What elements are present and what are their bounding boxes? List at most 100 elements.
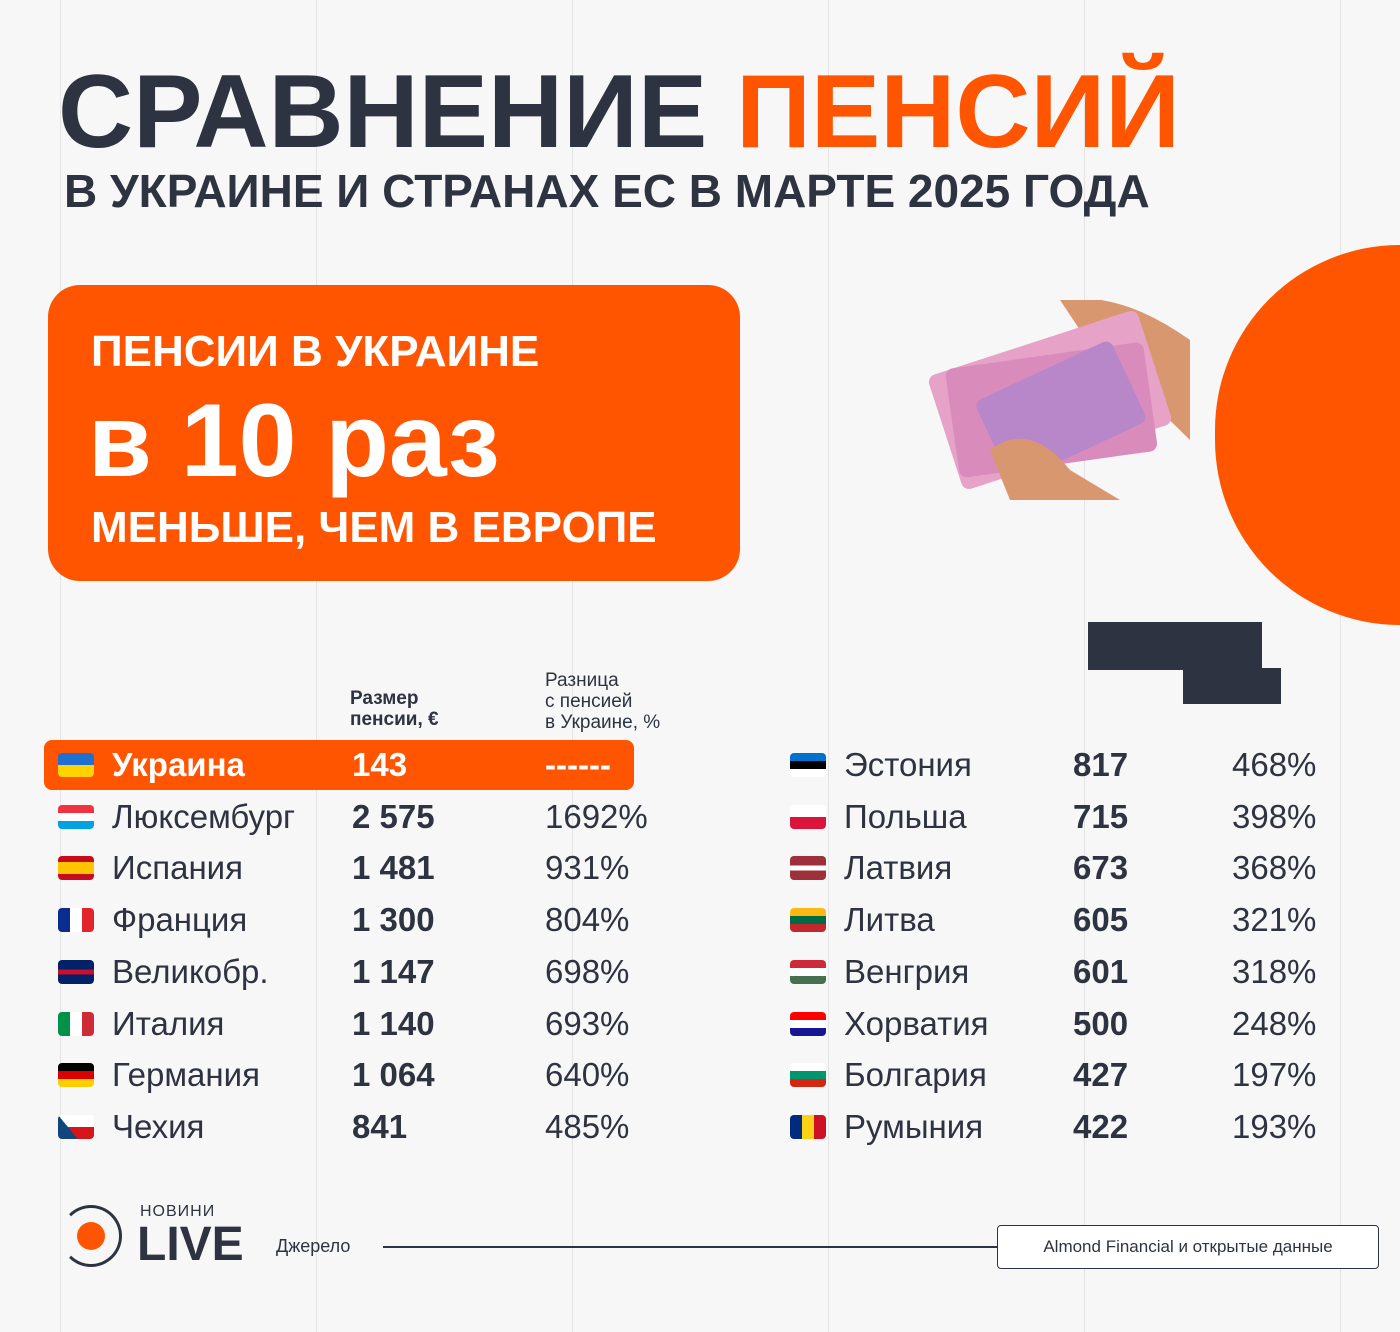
country-name: Болгария [844, 1056, 987, 1094]
difference-percent: 485% [545, 1107, 630, 1145]
title-part1: СРАВНЕНИЕ [58, 54, 708, 170]
table-row: Великобр. 1 147 698% [0, 948, 1400, 996]
difference-percent: 248% [1232, 1004, 1317, 1042]
logo-ring-icon [60, 1205, 122, 1267]
flag-cz-icon [58, 1114, 94, 1139]
difference-percent: 1692% [545, 797, 648, 835]
flag-lt-icon [790, 908, 826, 933]
country-name: Украина [112, 746, 245, 783]
difference-percent: 468% [1232, 746, 1317, 783]
highlight-line1: ПЕНСИИ В УКРАИНЕ [91, 327, 540, 376]
table-row: Румыния 422 193% [0, 1103, 1400, 1151]
logo-big-text: LIVE [137, 1218, 244, 1271]
country-name: Румыния [844, 1107, 984, 1145]
pension-value: 500 [1073, 1004, 1129, 1042]
difference-percent: ------ [545, 746, 611, 783]
table-row: Германия 1 064 640% [0, 1051, 1400, 1099]
decor-circle [1215, 245, 1400, 625]
table-row: Латвия 673 368% [0, 844, 1400, 892]
table-row: Люксембург 2 575 1692% [0, 793, 1400, 841]
country-name: Италия [112, 1004, 225, 1042]
difference-percent: 197% [1232, 1056, 1317, 1094]
country-name: Венгрия [844, 952, 970, 990]
pension-value: 143 [352, 746, 408, 783]
table-row: Украина 143 ------ [0, 741, 1400, 789]
difference-percent: 698% [545, 952, 630, 990]
logo-dot-icon [77, 1222, 105, 1250]
difference-percent: 804% [545, 901, 630, 939]
country-name: Люксембург [112, 797, 296, 835]
pension-value: 1 064 [352, 1056, 435, 1094]
pension-value: 605 [1073, 901, 1129, 939]
col-header-diff: Разница с пенсией в Украине, % [545, 670, 661, 733]
flag-pl-icon [790, 804, 826, 829]
country-name: Германия [112, 1056, 260, 1094]
table-row: Хорватия 500 248% [0, 1000, 1400, 1048]
flag-ee-icon [790, 753, 826, 777]
table-row: Франция 1 300 804% [0, 896, 1400, 944]
difference-percent: 398% [1232, 797, 1317, 835]
pension-value: 841 [352, 1107, 408, 1145]
flag-gb-icon [58, 959, 94, 984]
difference-percent: 640% [545, 1056, 630, 1094]
table-row: Испания 1 481 931% [0, 844, 1400, 892]
pension-value: 715 [1073, 797, 1129, 835]
highlight-line3: МЕНЬШЕ, ЧЕМ В ЕВРОПЕ [91, 503, 657, 552]
pension-value: 422 [1073, 1107, 1129, 1145]
table-row: Эстония 817 468% [0, 741, 1400, 789]
pension-value: 1 300 [352, 901, 435, 939]
flag-lu-icon [58, 804, 94, 829]
flag-de-icon [58, 1063, 94, 1088]
table-row: Литва 605 321% [0, 896, 1400, 944]
pension-value: 2 575 [352, 797, 435, 835]
flag-es-icon [58, 856, 94, 881]
pension-value: 1 140 [352, 1004, 435, 1042]
flag-fr-icon [58, 908, 94, 933]
flag-it-icon [58, 1011, 94, 1036]
highlight-line2: в 10 раз [88, 383, 500, 499]
country-name: Латвия [844, 849, 953, 887]
country-name: Хорватия [844, 1004, 989, 1042]
source-label: Джерело [276, 1236, 351, 1256]
pension-value: 1 147 [352, 952, 435, 990]
table-row: Италия 1 140 693% [0, 1000, 1400, 1048]
flag-bg-icon [790, 1063, 826, 1088]
country-name: Польша [844, 797, 967, 835]
table-row: Чехия 841 485% [0, 1103, 1400, 1151]
country-name: Франция [112, 901, 248, 939]
pension-value: 673 [1073, 849, 1129, 887]
table-row: Болгария 427 197% [0, 1051, 1400, 1099]
difference-percent: 193% [1232, 1107, 1317, 1145]
logo-small-text: НОВИНИ [140, 1203, 216, 1220]
table-row: Венгрия 601 318% [0, 948, 1400, 996]
country-name: Испания [112, 849, 243, 887]
difference-percent: 931% [545, 849, 630, 887]
highlight-box: ПЕНСИИ В УКРАИНЕ в 10 раз МЕНЬШЕ, ЧЕМ В … [48, 285, 740, 581]
difference-percent: 321% [1232, 901, 1317, 939]
decor-block [1088, 622, 1262, 670]
flag-hu-icon [790, 959, 826, 984]
subtitle: В УКРАИНЕ И СТРАНАХ ЕС В МАРТЕ 2025 ГОДА [64, 165, 1150, 217]
source-connector [383, 1246, 997, 1248]
pension-value: 601 [1073, 952, 1129, 990]
country-name: Чехия [112, 1107, 205, 1145]
flag-hr-icon [790, 1011, 826, 1036]
pension-value: 817 [1073, 746, 1129, 783]
flag-ua-icon [58, 753, 94, 777]
page-title: СРАВНЕНИЕ ПЕНСИЙ [58, 60, 1180, 164]
flag-ro-icon [790, 1114, 826, 1139]
pension-value: 1 481 [352, 849, 435, 887]
money-hands-image [928, 300, 1190, 500]
source-box: Almond Financial и открытые данные [997, 1225, 1379, 1269]
ukraine-highlight-row [44, 740, 634, 790]
difference-percent: 368% [1232, 849, 1317, 887]
difference-percent: 318% [1232, 952, 1317, 990]
pension-value: 427 [1073, 1056, 1129, 1094]
country-name: Великобр. [112, 952, 269, 990]
table-row: Польша 715 398% [0, 793, 1400, 841]
country-name: Эстония [844, 746, 972, 783]
title-part2: ПЕНСИЙ [736, 54, 1180, 170]
decor-block [1183, 668, 1281, 704]
difference-percent: 693% [545, 1004, 630, 1042]
col-header-value: Размер пенсии, € [350, 688, 439, 730]
